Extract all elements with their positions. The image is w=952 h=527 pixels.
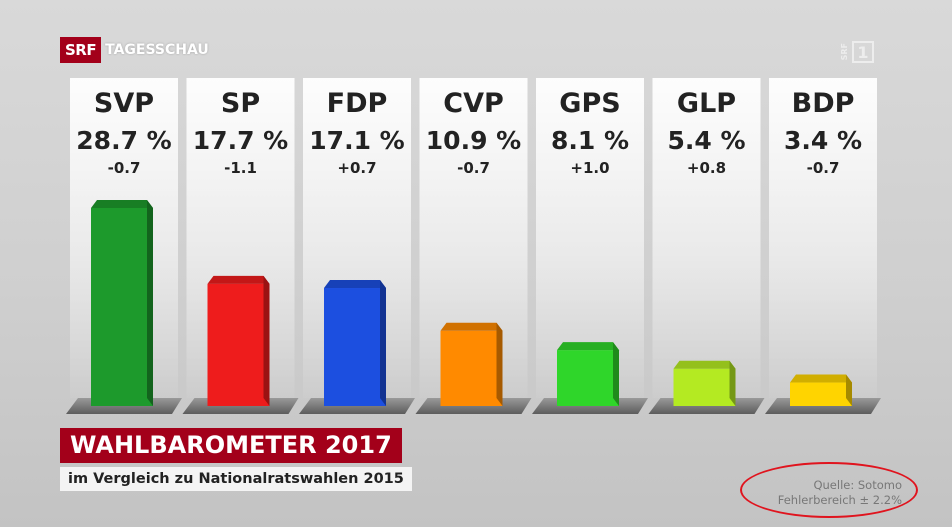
value-label: 8.1 % (551, 126, 629, 155)
bar-top-face (91, 199, 153, 208)
bar (557, 350, 619, 406)
bar-top-face (324, 280, 386, 289)
chart-title: WAHLBAROMETER 2017 (60, 428, 402, 463)
party-label: FDP (327, 88, 388, 119)
bar-top-face (673, 360, 736, 369)
chart-subtitle: im Vergleich zu Nationalratswahlen 2015 (60, 467, 412, 491)
bar-top-face (790, 374, 852, 383)
party-label: CVP (443, 88, 504, 119)
change-label: -0.7 (457, 159, 490, 177)
bar (673, 368, 736, 406)
bar (91, 207, 153, 406)
change-label: +0.7 (337, 159, 376, 177)
bar (440, 330, 503, 406)
bar-side-face (380, 280, 386, 406)
value-label: 5.4 % (667, 126, 745, 155)
bar-top-face (440, 322, 503, 331)
bar (790, 382, 852, 406)
party-label: SP (221, 88, 260, 119)
party-label: BDP (792, 88, 855, 119)
bar-side-face (147, 199, 153, 406)
change-label: -0.7 (108, 159, 141, 177)
change-label: -0.7 (807, 159, 840, 177)
bar-side-face (613, 342, 619, 406)
srf-tagesschau-logo: SRF TAGESSCHAU (60, 37, 209, 63)
bar-side-face (846, 374, 852, 406)
bar (207, 283, 270, 406)
party-label: GPS (559, 88, 620, 119)
bar-side-face (729, 360, 736, 406)
party-label: SVP (94, 88, 154, 119)
change-label: +0.8 (687, 159, 726, 177)
change-label: -1.1 (224, 159, 257, 177)
party-column-bg (652, 78, 761, 398)
bar-top-face (207, 275, 270, 284)
value-label: 17.7 % (193, 126, 288, 155)
channel-number: 1 (852, 41, 874, 63)
value-label: 17.1 % (309, 126, 404, 155)
party-label: GLP (677, 88, 736, 119)
value-label: 28.7 % (76, 126, 171, 155)
party-column-bg (769, 78, 877, 398)
value-label: 10.9 % (426, 126, 521, 155)
highlight-ellipse (740, 462, 918, 518)
bar-side-face (496, 322, 503, 406)
program-name: TAGESSCHAU (105, 42, 209, 58)
channel-bug: SRF 1 (840, 40, 886, 64)
bar-top-face (557, 342, 619, 351)
bar-side-face (263, 275, 270, 406)
value-label: 3.4 % (784, 126, 862, 155)
bar (324, 288, 386, 406)
change-label: +1.0 (570, 159, 609, 177)
srf-logo: SRF (60, 37, 102, 63)
